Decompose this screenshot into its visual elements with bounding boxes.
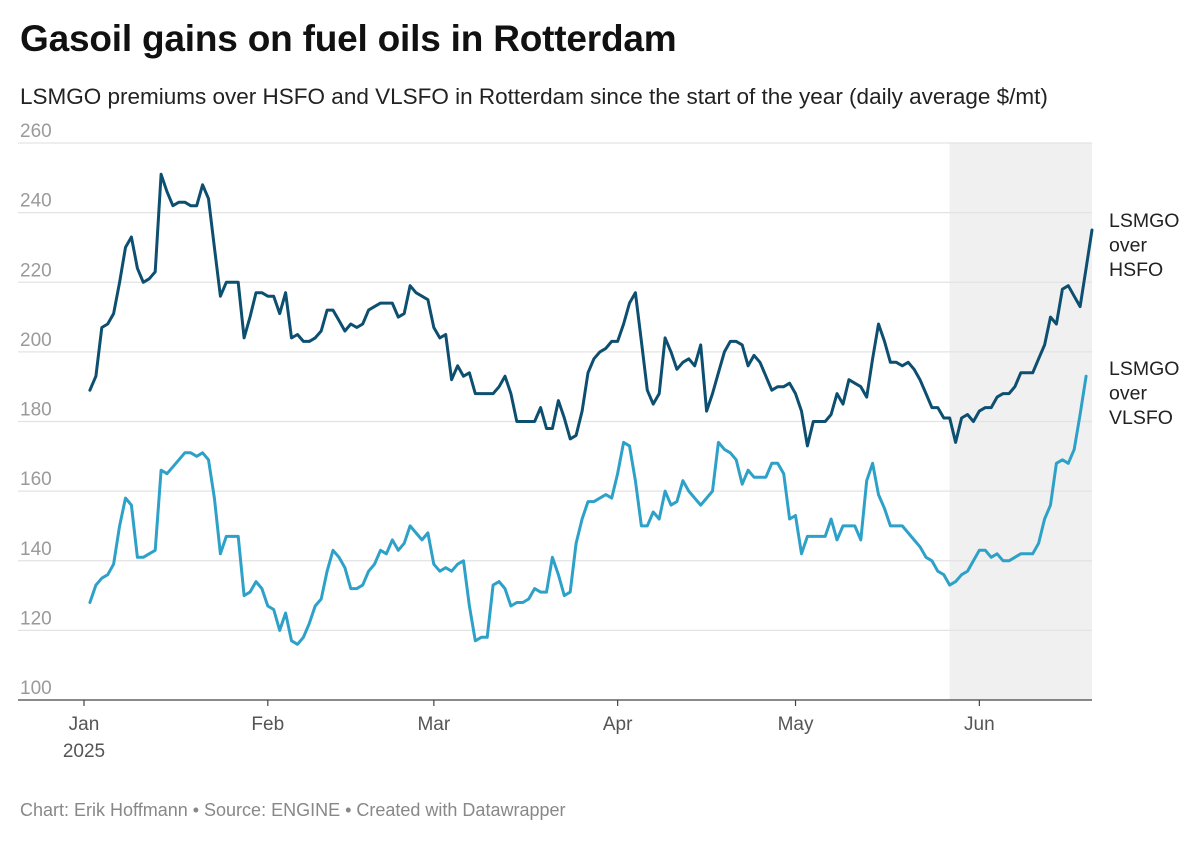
series-line-vlsfo <box>88 374 1088 646</box>
chart-title: Gasoil gains on fuel oils in Rotterdam <box>20 18 677 59</box>
y-tick-label: 220 <box>20 260 52 281</box>
x-tick-label: Feb <box>251 714 284 735</box>
x-tick-label: Apr <box>603 714 633 735</box>
series-line-hsfo <box>88 172 1094 448</box>
x-tick-sublabel: 2025 <box>63 741 105 762</box>
series-label-vlsfo: LSMGO over VLSFO <box>1109 358 1179 429</box>
chart-subtitle: LSMGO premiums over HSFO and VLSFO in Ro… <box>20 84 1048 109</box>
y-tick-label: 260 <box>20 121 52 142</box>
x-tick-label: May <box>778 714 814 735</box>
y-tick-label: 140 <box>20 539 52 560</box>
y-tick-label: 180 <box>20 400 52 421</box>
x-tick-label: Jan <box>69 714 100 735</box>
chart-footer: Chart: Erik Hoffmann • Source: ENGINE • … <box>20 800 566 820</box>
y-tick-label: 200 <box>20 330 52 351</box>
y-tick-label: 120 <box>20 608 52 629</box>
series-label-hsfo: LSMGO over HSFO <box>1109 210 1179 281</box>
y-tick-label: 100 <box>20 678 52 699</box>
y-tick-label: 160 <box>20 469 52 490</box>
y-tick-label: 240 <box>20 191 52 212</box>
x-tick-label: Mar <box>417 714 450 735</box>
x-tick-label: Jun <box>964 714 995 735</box>
